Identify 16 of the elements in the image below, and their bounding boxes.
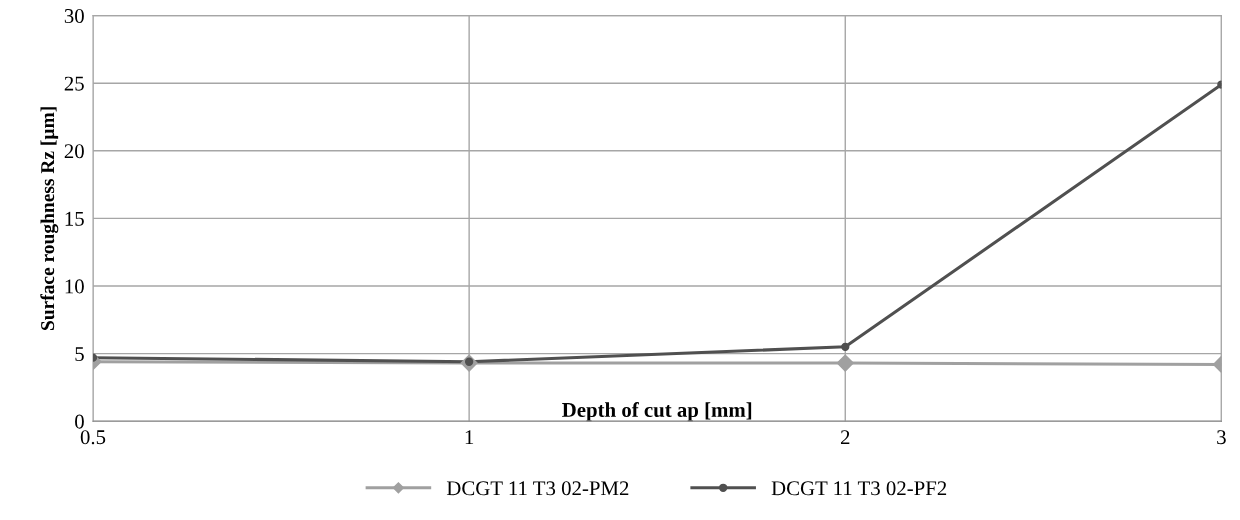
y-tick-label: 20: [64, 144, 84, 159]
x-tick-label: 3: [1217, 430, 1226, 445]
y-tick-label: 5: [75, 347, 84, 362]
x-tick-label: 1: [465, 430, 474, 444]
y-axis-title: Surface roughness Rz [µm]: [40, 107, 59, 330]
y-tick-label: 0: [75, 414, 84, 429]
x-tick-label: 2: [840, 430, 850, 444]
x-tick-label: 0.5: [80, 430, 106, 445]
point: [841, 342, 850, 352]
y-tick-label: 25: [64, 76, 84, 91]
y-tick-label: 15: [65, 211, 84, 226]
y-tick-label: 30: [64, 8, 84, 24]
x-axis-title: Depth of cut ap [mm]: [562, 402, 752, 422]
y-tick-label: 10: [65, 279, 84, 294]
legend-label: DCGT 11 T3 02-PM2: [446, 481, 629, 496]
legend-label: DCGT 11 T3 02-PF2: [771, 481, 947, 496]
